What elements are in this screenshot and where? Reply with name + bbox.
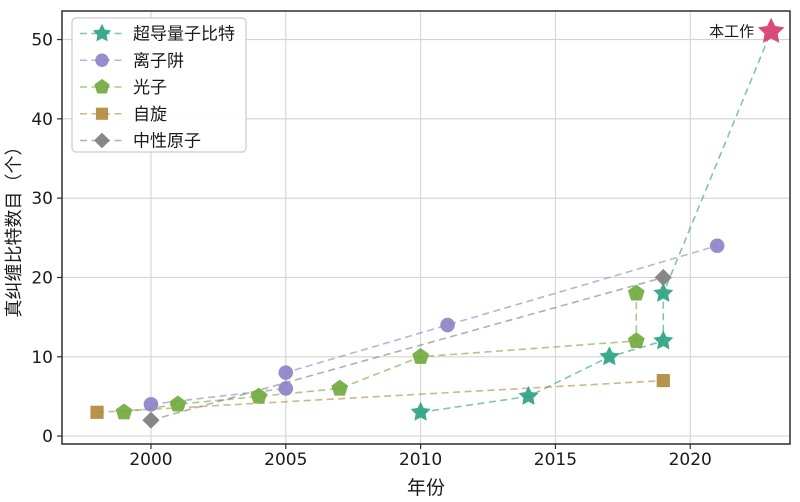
legend-item-photon: 光子 xyxy=(80,78,167,98)
data-point-ion-trap xyxy=(709,238,725,254)
data-point-superconducting xyxy=(518,385,539,405)
data-point-superconducting xyxy=(410,401,431,421)
x-tick-label: 2010 xyxy=(399,450,442,470)
legend-item-superconducting: 超导量子比特 xyxy=(80,23,235,45)
data-point-neutral-atom xyxy=(654,268,672,287)
data-point-superconducting xyxy=(653,282,674,302)
data-point-neutral-atom xyxy=(142,411,160,429)
legend-box xyxy=(71,17,247,153)
data-point-photon xyxy=(250,387,268,404)
y-tick-label: 50 xyxy=(31,31,53,51)
series-line-superconducting xyxy=(420,31,772,414)
highlight-star xyxy=(757,17,785,43)
y-tick-label: 0 xyxy=(42,427,53,447)
legend-label: 自旋 xyxy=(133,105,167,125)
legend-marker-circle-icon xyxy=(95,53,109,67)
data-point-ion-trap xyxy=(440,317,455,333)
legend-item-neutral-atom: 中性原子 xyxy=(80,132,201,152)
x-tick-label: 2015 xyxy=(534,450,577,470)
data-point-ion-trap xyxy=(278,365,294,380)
y-tick-label: 10 xyxy=(31,348,53,368)
y-axis-label: 真纠缠比特数目（个） xyxy=(4,138,25,318)
x-axis-label: 年份 xyxy=(407,477,445,499)
legend-marker-star-icon xyxy=(92,23,112,42)
data-point-photon xyxy=(331,379,349,396)
legend-label: 离子阱 xyxy=(133,51,184,71)
tick-group xyxy=(57,38,691,449)
data-point-photon xyxy=(169,395,187,412)
x-tick-label: 2000 xyxy=(129,450,172,470)
series-line-neutral-atom xyxy=(150,276,664,421)
legend-marker-square-icon xyxy=(95,107,109,120)
legend-item-spin: 自旋 xyxy=(80,105,167,125)
data-point-superconducting xyxy=(599,346,620,366)
data-point-photon xyxy=(412,347,429,364)
grid-group xyxy=(62,11,790,444)
annotation-label: 本工作 xyxy=(709,23,754,41)
data-point-ion-trap xyxy=(143,397,159,412)
y-tick-label: 30 xyxy=(31,189,53,209)
legend-label: 超导量子比特 xyxy=(133,25,235,45)
legend-item-ion-trap: 离子阱 xyxy=(80,51,184,71)
data-point-photon xyxy=(627,332,645,349)
x-tick-label: 2020 xyxy=(669,450,712,470)
plot-border xyxy=(61,10,791,445)
data-point-superconducting xyxy=(653,330,674,350)
data-point-spin xyxy=(656,373,670,388)
y-tick-label: 40 xyxy=(31,110,53,130)
y-tick-label: 20 xyxy=(31,268,53,288)
legend-label: 光子 xyxy=(133,78,167,98)
data-point-ion-trap xyxy=(278,381,294,396)
legend-marker-pentagon-icon xyxy=(94,78,110,94)
x-tick-label: 2005 xyxy=(264,450,307,470)
series-line-spin xyxy=(97,379,664,414)
data-point-spin xyxy=(90,405,104,419)
legend-marker-diamond-icon xyxy=(94,132,110,149)
data-point-photon xyxy=(627,284,645,301)
data-point-photon xyxy=(115,403,133,420)
legend-label: 中性原子 xyxy=(133,132,201,152)
